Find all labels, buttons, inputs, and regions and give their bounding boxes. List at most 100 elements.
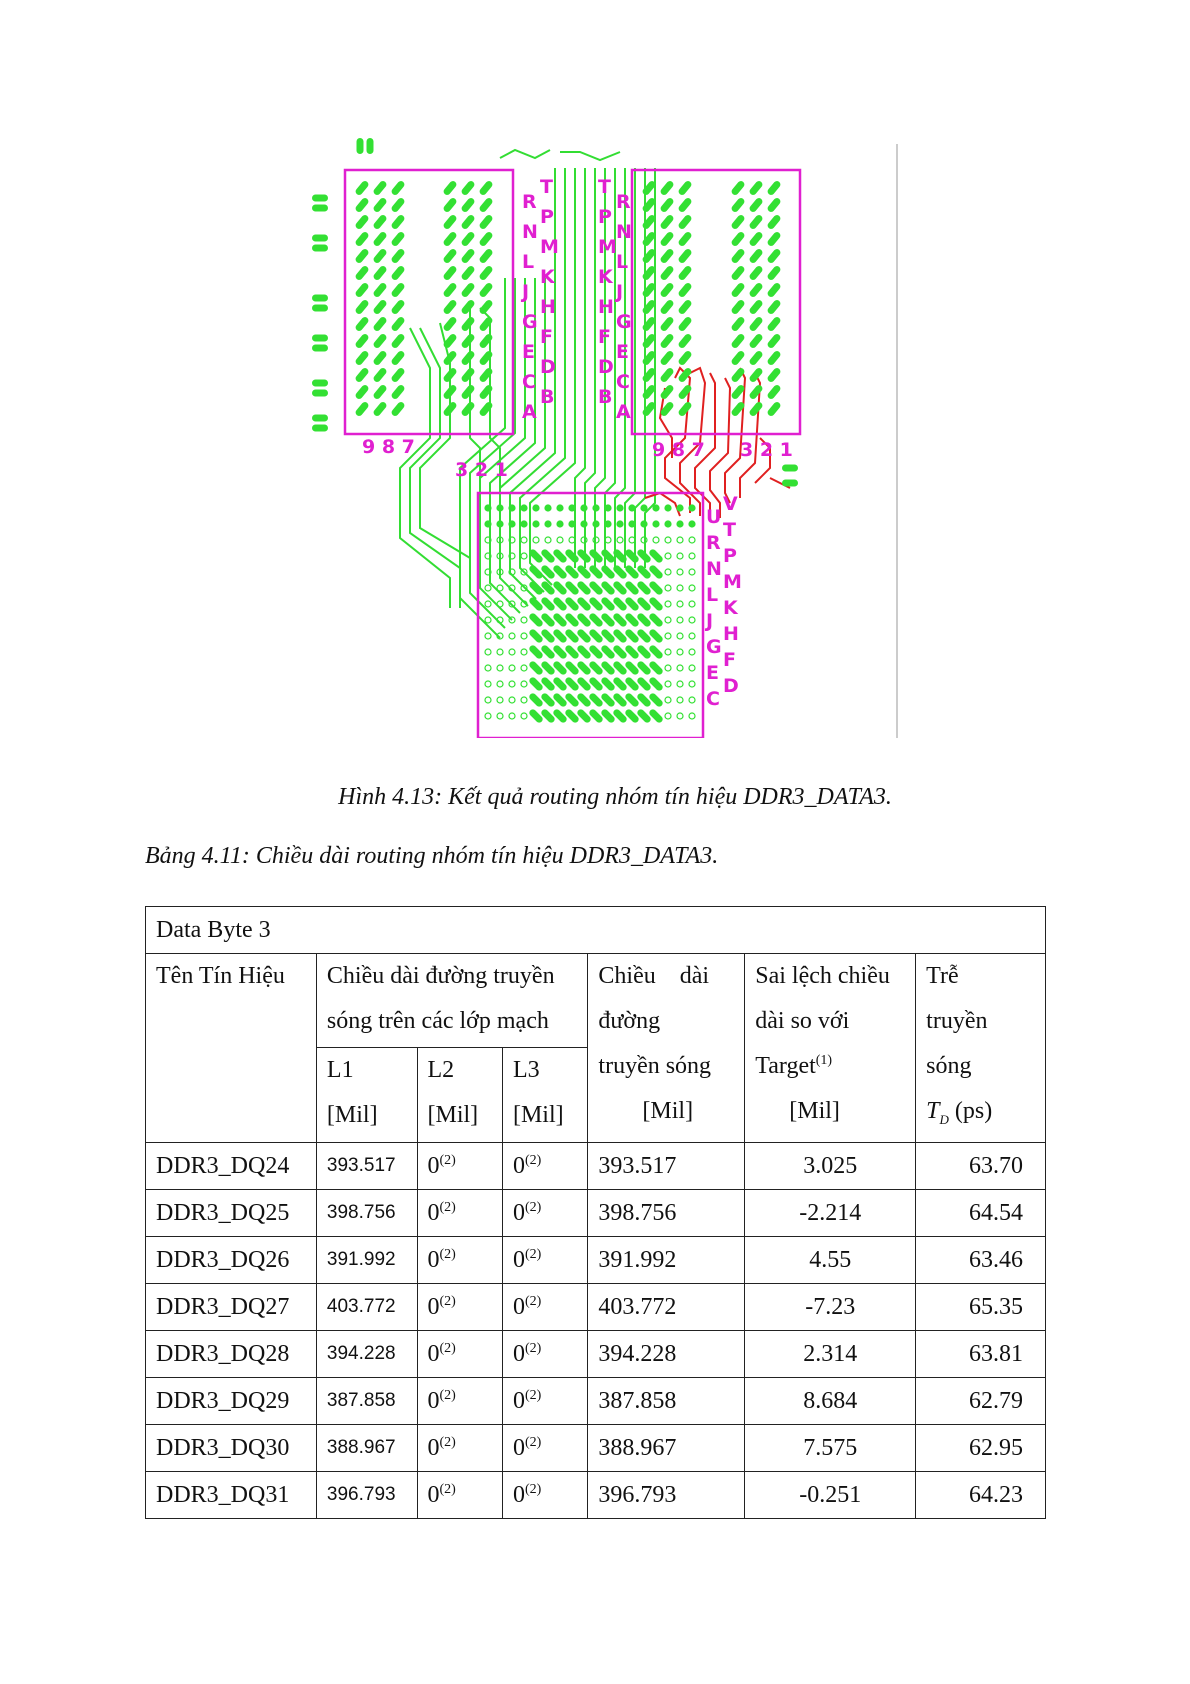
pad: [312, 204, 328, 212]
ball-label: G: [522, 311, 538, 333]
pad: [479, 181, 493, 195]
pad: [479, 283, 493, 297]
pad: [541, 677, 555, 691]
pad: [355, 368, 369, 382]
pad: [355, 351, 369, 365]
cell-l2: 0(2): [416, 1141, 503, 1190]
ball-label: V: [723, 493, 738, 515]
pad: [649, 645, 663, 659]
pad: [355, 300, 369, 314]
via: [676, 600, 684, 608]
ball-label: C: [706, 688, 720, 710]
pad: [391, 368, 405, 382]
via: [664, 584, 672, 592]
pad: [749, 351, 763, 365]
pad: [565, 549, 579, 563]
cell-total: 388.967: [587, 1423, 746, 1472]
pad: [443, 266, 457, 280]
cell-deviation: -0.251: [744, 1470, 917, 1519]
cell-total: 398.756: [587, 1188, 746, 1237]
pad: [577, 677, 591, 691]
pad: [660, 232, 674, 246]
pad: [731, 283, 745, 297]
pad: [391, 317, 405, 331]
pad: [553, 629, 567, 643]
pad: [601, 549, 615, 563]
pad: [731, 317, 745, 331]
ball-label: E: [616, 341, 629, 363]
via: [664, 552, 672, 560]
pad: [625, 565, 639, 579]
via: [664, 712, 672, 720]
table-header-row: Tên Tín Hiệu Chiều dài đường truyền sóng …: [145, 952, 1046, 1143]
pad: [589, 549, 603, 563]
pad: [678, 368, 692, 382]
pad: [391, 215, 405, 229]
ball-label: K: [598, 266, 614, 288]
via: [676, 664, 684, 672]
pad: [391, 266, 405, 280]
routing-length-table: Data Byte 3 Tên Tín Hiệu Chiều dài đường…: [145, 906, 1046, 1519]
pad: [443, 198, 457, 212]
via: [664, 664, 672, 672]
pad: [553, 645, 567, 659]
ball-label: F: [723, 649, 736, 671]
via: [688, 600, 696, 608]
pad: [373, 283, 387, 297]
pad: [613, 661, 627, 675]
pad: [731, 334, 745, 348]
via: [520, 664, 528, 672]
pad: [767, 368, 781, 382]
via: [496, 680, 504, 688]
pad: [355, 232, 369, 246]
pad: [613, 709, 627, 723]
via: [568, 504, 576, 512]
pad: [541, 709, 555, 723]
cell-delay: 62.79: [915, 1376, 1046, 1425]
via: [544, 536, 552, 544]
pad: [479, 402, 493, 416]
pad: [642, 283, 656, 297]
pad: [625, 581, 639, 595]
pad: [461, 385, 475, 399]
ball-label: K: [723, 597, 739, 619]
pad: [731, 232, 745, 246]
via: [652, 520, 660, 528]
pad: [565, 661, 579, 675]
pad: [355, 181, 369, 195]
cell-l2: 0(2): [416, 1235, 503, 1284]
via: [484, 648, 492, 656]
pad: [601, 709, 615, 723]
via: [484, 568, 492, 576]
via: [508, 552, 516, 560]
via: [604, 504, 612, 512]
pad: [589, 661, 603, 675]
cell-l1: 388.967: [315, 1423, 418, 1472]
pad: [678, 266, 692, 280]
pad: [443, 385, 457, 399]
via: [592, 520, 600, 528]
pad: [479, 300, 493, 314]
via: [688, 520, 696, 528]
via: [496, 584, 504, 592]
cell-l1: 394.228: [315, 1329, 418, 1378]
via: [508, 584, 516, 592]
cell-delay: 63.70: [915, 1141, 1046, 1190]
pad: [678, 385, 692, 399]
via: [520, 504, 528, 512]
pad: [461, 368, 475, 382]
ball-label: H: [723, 623, 739, 645]
via: [508, 696, 516, 704]
pad: [767, 385, 781, 399]
cell-delay: 63.46: [915, 1235, 1046, 1284]
cell-l2: 0(2): [416, 1470, 503, 1519]
pad: [678, 249, 692, 263]
pad: [649, 597, 663, 611]
via: [628, 504, 636, 512]
via: [520, 568, 528, 576]
pad: [649, 693, 663, 707]
ball-label: L: [706, 584, 718, 606]
cell-signal: DDR3_DQ27: [145, 1282, 317, 1331]
pad: [767, 266, 781, 280]
via: [484, 552, 492, 560]
